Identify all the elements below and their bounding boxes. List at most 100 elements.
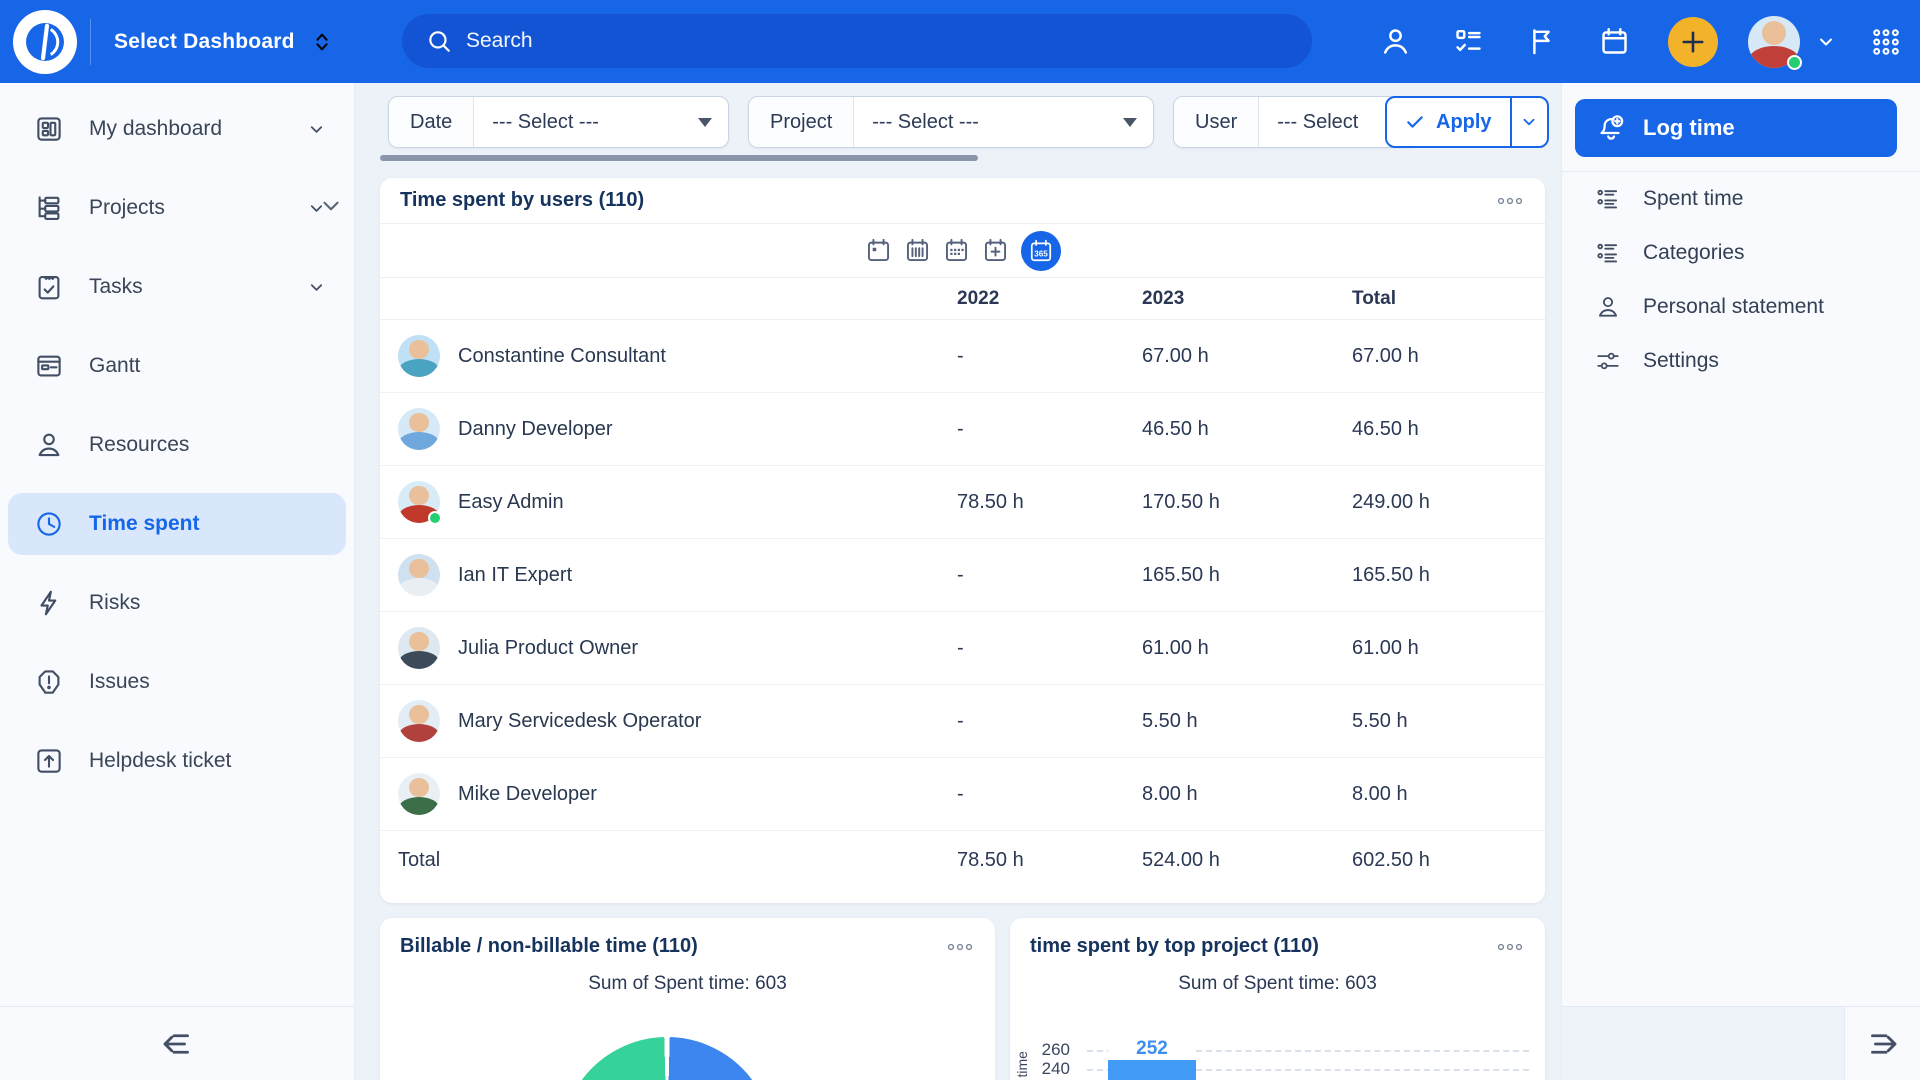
billable-time-card: Billable / non-billable time (110) Sum o… <box>380 918 995 1080</box>
user-name: Mike Developer <box>458 782 597 805</box>
table-row[interactable]: Ian IT Expert - 165.50 h 165.50 h <box>380 539 1545 612</box>
chevron-down-icon <box>1523 118 1535 126</box>
app-logo[interactable] <box>13 9 77 74</box>
filter-date: Date --- Select --- <box>388 96 729 148</box>
dashboard-select[interactable]: Select Dashboard <box>114 30 333 54</box>
online-status-dot <box>1787 54 1802 70</box>
col-2022: 2022 <box>957 287 1000 309</box>
right-item-categories[interactable]: Categories <box>1562 226 1920 280</box>
bar-value-label: 252 <box>1108 1038 1196 1060</box>
user-name: Mary Servicedesk Operator <box>458 709 702 732</box>
right-item-label: Spent time <box>1643 187 1744 210</box>
filter-project-select[interactable]: --- Select --- <box>854 97 1153 147</box>
apply-dropdown-button[interactable] <box>1509 98 1547 146</box>
lightning-icon <box>40 590 57 616</box>
filter-date-select[interactable]: --- Select --- <box>474 97 728 147</box>
online-status-dot <box>428 511 442 525</box>
calendar-add-icon[interactable] <box>982 237 1009 264</box>
col-2023: 2023 <box>1142 287 1185 309</box>
filter-bar: Date --- Select --- Project --- Select -… <box>388 96 1419 148</box>
calendar-year-365-icon[interactable]: 365 <box>1020 230 1061 271</box>
logo-icon <box>26 22 64 61</box>
profile-chevron-down-icon[interactable] <box>1816 32 1836 52</box>
sidebar-item-label: Resources <box>89 433 190 456</box>
sidebar-item-label: Issues <box>89 670 150 693</box>
sidebar-item-my-dashboard[interactable]: My dashboard <box>8 98 346 160</box>
total-label: Total <box>398 849 441 871</box>
top-project-bar-chart: Spent time 260 240 252 <box>1010 1018 1545 1080</box>
card-title: Billable / non-billable time (110) <box>400 935 698 957</box>
collapse-sidebar-left-icon[interactable] <box>159 1026 195 1062</box>
horizontal-scrollbar[interactable] <box>380 155 978 161</box>
card-menu-icon[interactable] <box>945 938 975 956</box>
sidebar-item-label: Projects <box>89 196 165 219</box>
collapse-sidebar-right-icon[interactable] <box>1865 1026 1901 1062</box>
projects-tree-icon <box>38 196 60 220</box>
table-header: 2022 2023 Total <box>380 278 1545 320</box>
table-row[interactable]: Danny Developer - 46.50 h 46.50 h <box>380 393 1545 466</box>
quick-add-button[interactable] <box>1668 16 1718 67</box>
right-sidebar-footer <box>1562 1006 1920 1080</box>
flag-icon[interactable] <box>1526 26 1557 57</box>
panel-collapse-chevron-icon[interactable] <box>318 193 344 219</box>
billable-pie-chart <box>561 1037 773 1080</box>
card-title: time spent by top project (110) <box>1030 935 1319 957</box>
sidebar-item-helpdesk-ticket[interactable]: Helpdesk ticket <box>8 730 346 792</box>
right-item-settings[interactable]: Settings <box>1562 334 1920 388</box>
col-total: Total <box>1352 287 1396 309</box>
profile-avatar[interactable] <box>1748 15 1802 70</box>
sidebar-item-issues[interactable]: Issues <box>8 651 346 713</box>
card-menu-icon[interactable] <box>1495 938 1525 956</box>
right-item-personal-statement[interactable]: Personal statement <box>1562 280 1920 334</box>
table-row[interactable]: Constantine Consultant - 67.00 h 67.00 h <box>380 320 1545 393</box>
table-total-row: Total 78.50 h 524.00 h 602.50 h <box>398 849 1430 871</box>
apps-grid-icon[interactable] <box>1870 26 1902 58</box>
search-bar[interactable] <box>402 14 1312 68</box>
topbar: Select Dashboard <box>0 0 1920 83</box>
user-name: Ian IT Expert <box>458 563 573 586</box>
right-sidebar-divider <box>1562 171 1920 172</box>
sidebar-item-projects[interactable]: Projects <box>8 177 346 239</box>
alert-icon <box>38 670 60 694</box>
log-time-button[interactable]: Log time <box>1575 99 1897 157</box>
apply-split-button: Apply <box>1385 96 1549 148</box>
sidebar-item-resources[interactable]: Resources <box>8 414 346 476</box>
user-icon[interactable] <box>1380 26 1411 57</box>
search-input[interactable] <box>466 29 1246 53</box>
topbar-divider <box>90 18 91 65</box>
list-icon <box>1597 243 1618 263</box>
table-row[interactable]: Julia Product Owner - 61.00 h 61.00 h <box>380 612 1545 685</box>
table-row[interactable]: Mary Servicedesk Operator - 5.50 h 5.50 … <box>380 685 1545 758</box>
gridline <box>1087 1050 1529 1052</box>
right-item-label: Settings <box>1643 349 1719 372</box>
filter-user-label: User <box>1174 97 1260 147</box>
sidebar-item-gantt[interactable]: Gantt <box>8 335 346 397</box>
calendar-month-icon[interactable] <box>943 237 970 264</box>
box-arrow-up-icon <box>37 749 61 773</box>
table-row[interactable]: Mike Developer - 8.00 h 8.00 h <box>380 758 1545 831</box>
sidebar-footer <box>0 1006 354 1080</box>
calendar-icon[interactable] <box>1599 26 1630 57</box>
right-item-label: Categories <box>1643 241 1745 264</box>
chevron-down-icon <box>310 204 323 212</box>
sidebar-item-risks[interactable]: Risks <box>8 572 346 634</box>
sidebar-item-label: Risks <box>89 591 141 614</box>
panel-menu-icon[interactable] <box>1495 192 1525 210</box>
filter-user-select[interactable]: --- Select <box>1277 110 1359 133</box>
sidebar-item-tasks[interactable]: Tasks <box>8 256 346 318</box>
y-tick: 260 <box>1041 1040 1070 1059</box>
alarm-plus-icon <box>1600 115 1624 140</box>
sidebar-item-time-spent[interactable]: Time spent <box>8 493 346 555</box>
avatar <box>398 554 440 596</box>
right-item-spent-time[interactable]: Spent time <box>1562 172 1920 226</box>
table-row[interactable]: Easy Admin 78.50 h 170.50 h 249.00 h <box>380 466 1545 539</box>
avatar <box>1748 15 1800 68</box>
calendar-day-icon[interactable] <box>865 237 892 264</box>
list-icon <box>1597 189 1618 209</box>
checklist-icon[interactable] <box>1453 26 1484 57</box>
apply-button[interactable]: Apply <box>1387 98 1510 146</box>
panel-header: Time spent by users (110) <box>380 178 1545 224</box>
calendar-week-icon[interactable] <box>904 237 931 264</box>
tasks-clipboard-icon <box>38 275 60 300</box>
plus-icon <box>1682 30 1704 53</box>
